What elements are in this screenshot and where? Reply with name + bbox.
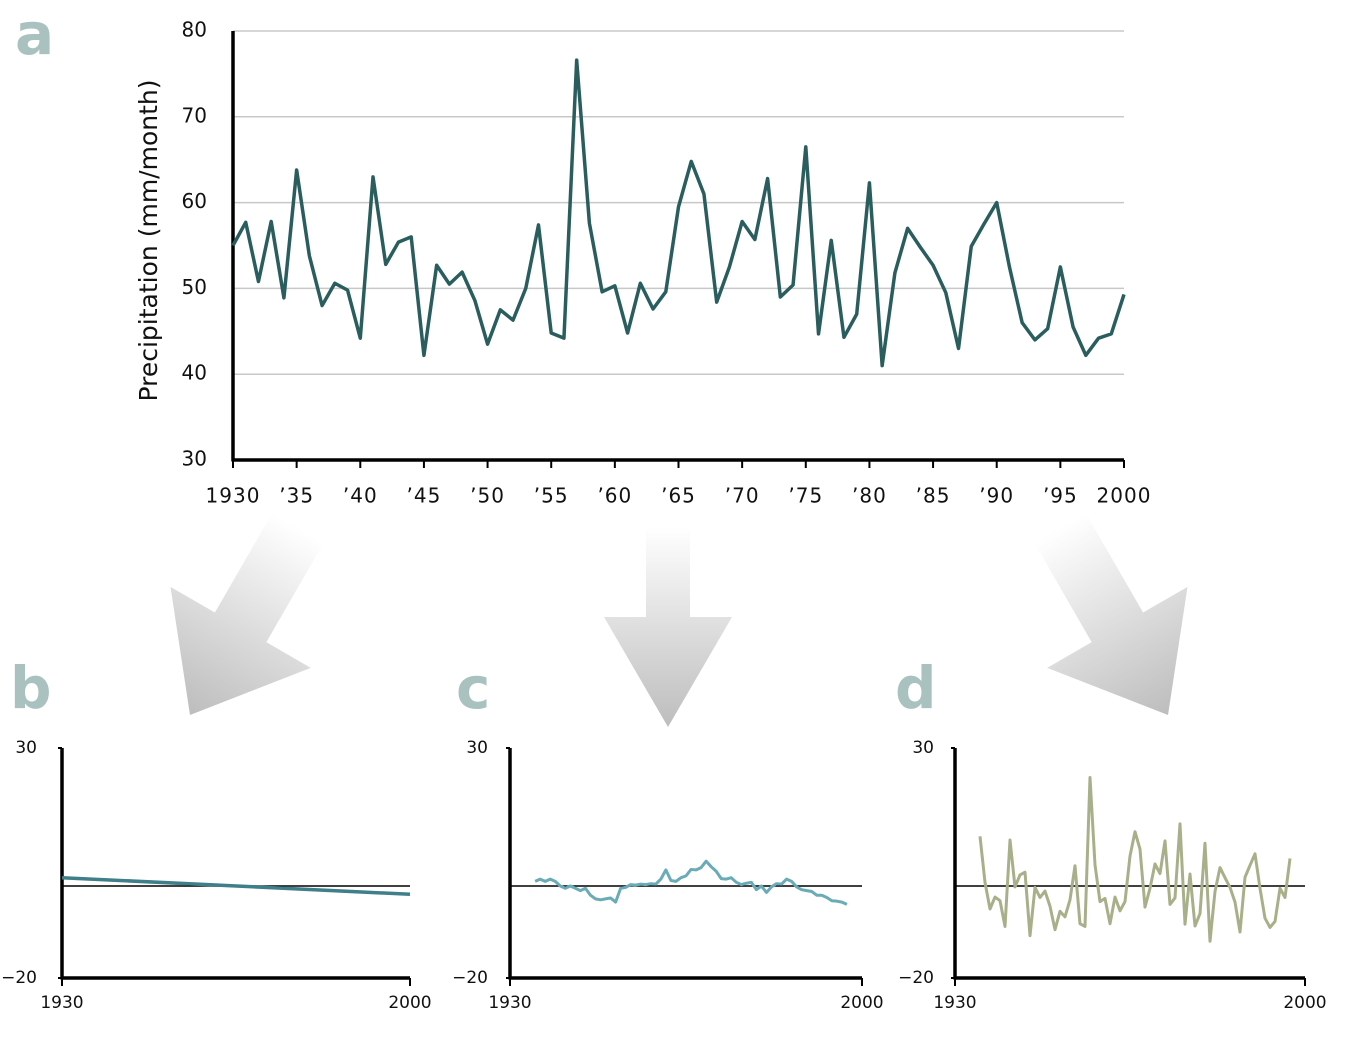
y-tick-label: −20 [452, 968, 488, 988]
data-line [534, 859, 848, 906]
data-line [61, 875, 411, 897]
x-tick-label: 2000 [1097, 484, 1152, 508]
y-tick-label: 30 [182, 447, 207, 471]
y-tick-label: 60 [182, 189, 207, 213]
x-tick-label: ’55 [534, 484, 569, 508]
y-tick-label: 50 [182, 275, 207, 299]
panel-label: c [456, 654, 490, 722]
x-tick-label: 1930 [488, 993, 531, 1013]
x-tick-label: ’80 [852, 484, 887, 508]
arrow [604, 527, 732, 727]
x-tick-label: 1930 [933, 993, 976, 1013]
y-tick-label: −20 [898, 968, 934, 988]
x-tick-label: ’50 [470, 484, 505, 508]
panel-label: b [10, 654, 52, 722]
x-tick-label: 2000 [840, 993, 883, 1013]
arrow [1034, 513, 1188, 715]
x-tick-label: ’70 [725, 484, 760, 508]
x-tick-label: ’75 [788, 484, 823, 508]
panel-label: a [15, 0, 54, 68]
y-tick-label: 30 [466, 738, 488, 758]
x-tick-label: ’65 [661, 484, 696, 508]
x-tick-label: 2000 [388, 993, 431, 1013]
y-tick-label: 80 [182, 18, 207, 42]
y-tick-label: 40 [182, 361, 207, 385]
y-axis-label: Precipitation (mm/month) [134, 80, 163, 402]
y-tick-label: 30 [15, 738, 37, 758]
panel-label: d [895, 654, 937, 722]
data-line [978, 775, 1292, 943]
x-tick-label: ’40 [343, 484, 378, 508]
x-tick-label: ’90 [979, 484, 1014, 508]
y-tick-label: 30 [912, 738, 934, 758]
x-tick-label: 1930 [40, 993, 83, 1013]
x-tick-label: ’35 [279, 484, 314, 508]
y-tick-label: −20 [1, 968, 37, 988]
x-tick-label: ’85 [916, 484, 951, 508]
y-tick-label: 70 [182, 103, 207, 127]
x-tick-label: ’45 [407, 484, 442, 508]
x-tick-label: 2000 [1283, 993, 1326, 1013]
arrow [170, 513, 324, 715]
x-tick-label: 1930 [206, 484, 261, 508]
x-tick-label: ’60 [597, 484, 632, 508]
data-line [231, 58, 1126, 368]
x-tick-label: ’95 [1043, 484, 1078, 508]
